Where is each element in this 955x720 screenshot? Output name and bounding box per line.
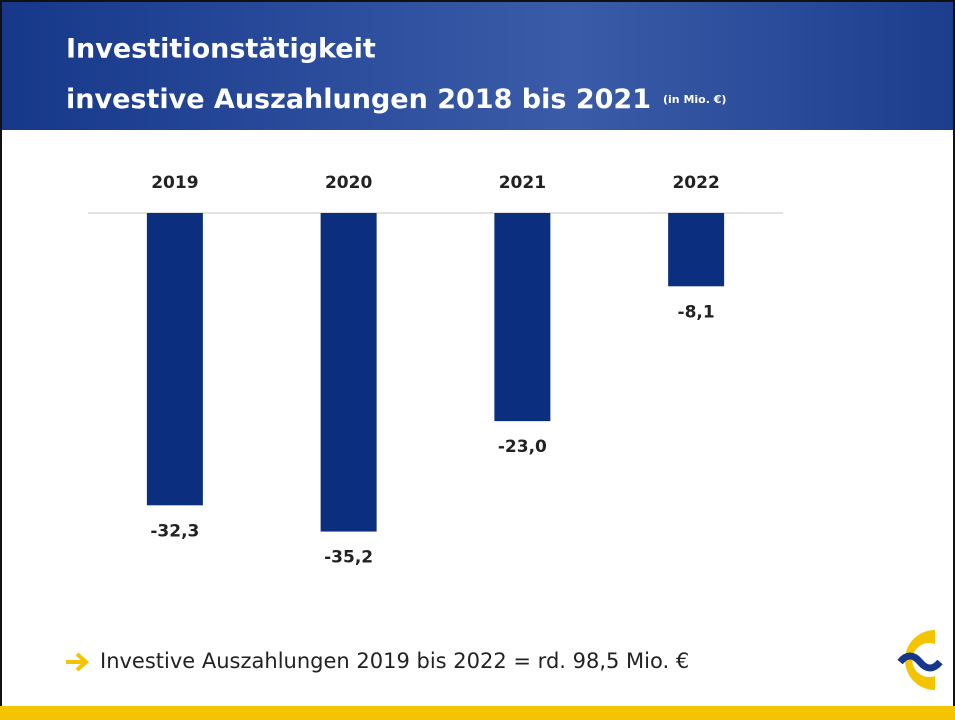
header-band [0, 0, 955, 130]
footer-band [0, 706, 955, 720]
bar [668, 213, 725, 287]
x-tick-label: 2019 [151, 173, 198, 193]
chart-subtitle: investive Auszahlungen 2018 bis 2021 (in … [66, 84, 726, 115]
x-tick-label: 2020 [325, 173, 372, 193]
unit: (in Mio. €) [663, 93, 726, 106]
annotation: Investive Auszahlungen 2019 bis 2022 = r… [100, 649, 689, 673]
chart-title: Investitionstätigkeit [66, 34, 376, 65]
value-label: -35,2 [324, 548, 373, 568]
value-label: -32,3 [150, 521, 199, 541]
arrow-icon [66, 652, 90, 672]
value-label: -8,1 [678, 302, 715, 322]
subtitle-text: investive Auszahlungen 2018 bis 2021 [66, 84, 651, 115]
bar [146, 213, 203, 506]
value-label: -23,0 [498, 437, 547, 457]
logo [897, 630, 943, 690]
x-tick-label: 2022 [672, 173, 719, 193]
bar [320, 213, 377, 532]
bar [494, 213, 551, 422]
x-tick-label: 2021 [499, 173, 546, 193]
